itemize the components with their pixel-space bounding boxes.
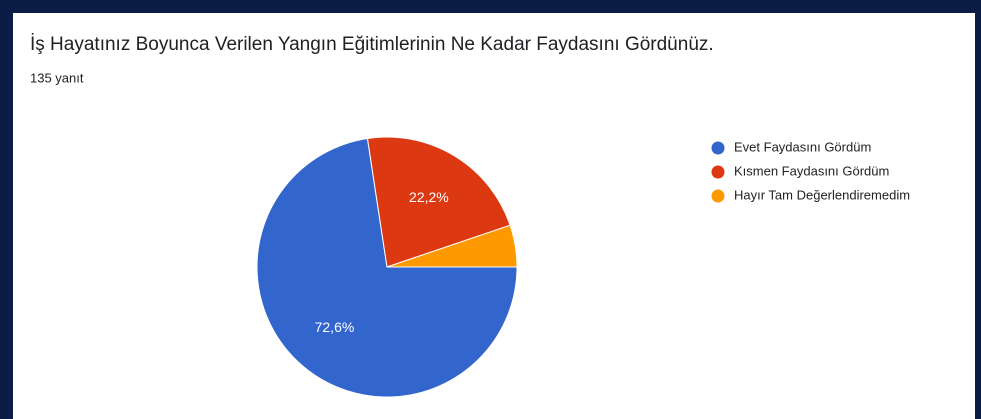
- slice-label: 72,6%: [315, 319, 355, 335]
- legend-swatch: [711, 189, 725, 203]
- pie-slice: [366, 136, 511, 268]
- legend-swatch: [711, 141, 725, 155]
- pie-slice: [256, 137, 518, 398]
- legend-label: Kısmen Faydasını Gördüm: [734, 163, 889, 178]
- legend-label: Hayır Tam Değerlendiremedim: [734, 187, 910, 202]
- chart-title: İş Hayatınız Boyunca Verilen Yangın Eğit…: [30, 34, 714, 55]
- pie-slice: [386, 224, 518, 268]
- slice-label: 22,2%: [409, 189, 449, 205]
- chart-subtitle: 135 yanıt: [30, 70, 84, 85]
- legend-label: Evet Faydasını Gördüm: [734, 139, 871, 154]
- legend-swatch: [711, 165, 725, 179]
